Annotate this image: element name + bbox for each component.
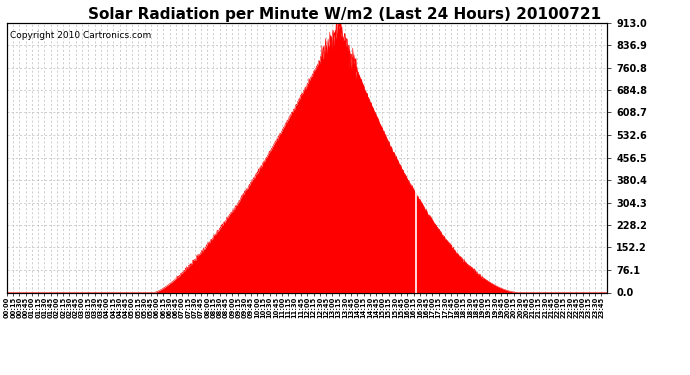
Text: Solar Radiation per Minute W/m2 (Last 24 Hours) 20100721: Solar Radiation per Minute W/m2 (Last 24… [88,8,602,22]
Text: Copyright 2010 Cartronics.com: Copyright 2010 Cartronics.com [10,31,151,40]
